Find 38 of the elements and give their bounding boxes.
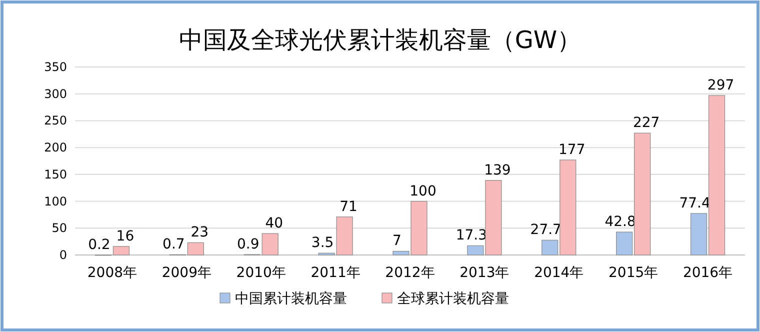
x-tick-label: 2014年 — [534, 265, 584, 281]
y-tick-label: 250 — [44, 114, 67, 128]
chart-title: 中国及全球光伏累计装机容量（GW） — [178, 26, 582, 54]
data-label: 0.9 — [236, 236, 260, 253]
data-label: 0.7 — [162, 236, 185, 253]
x-tick-label: 2016年 — [682, 265, 733, 281]
data-label: 71 — [340, 198, 358, 215]
data-label: 0.2 — [88, 236, 110, 253]
data-label: 139 — [484, 162, 511, 178]
data-label: 7 — [392, 233, 402, 250]
data-label: 227 — [632, 115, 660, 132]
data-label: 100 — [410, 183, 436, 200]
x-tick-label: 2008年 — [87, 265, 138, 281]
x-tick-label: 2010年 — [236, 265, 286, 281]
data-label: 297 — [707, 77, 734, 94]
data-label: 42.8 — [604, 214, 636, 230]
data-label: 3.5 — [311, 235, 334, 252]
x-tick-label: 2011年 — [310, 265, 360, 281]
y-tick-label: 100 — [44, 194, 67, 208]
x-tick-label: 2012年 — [385, 265, 435, 281]
data-label: 17.3 — [456, 228, 488, 244]
x-tick-label: 2015年 — [608, 265, 658, 281]
x-tick-label: 2009年 — [162, 265, 212, 281]
legend-label: 中国累计装机容量 — [235, 291, 347, 307]
data-label: 177 — [558, 142, 586, 158]
y-tick-label: 150 — [44, 167, 67, 182]
data-label: 40 — [265, 216, 284, 232]
y-tick-label: 300 — [44, 86, 67, 101]
y-tick-label: 200 — [44, 140, 67, 155]
y-tick-label: 50 — [52, 221, 67, 236]
legend-label: 全球累计装机容量 — [397, 291, 509, 307]
x-tick-label: 2013年 — [460, 265, 510, 281]
data-label: 23 — [190, 224, 209, 241]
data-label: 16 — [116, 228, 134, 244]
data-label: 77.4 — [679, 195, 710, 212]
data-label: 27.7 — [530, 222, 562, 238]
y-tick-label: 350 — [44, 60, 67, 74]
y-tick-label: 0 — [59, 248, 67, 262]
